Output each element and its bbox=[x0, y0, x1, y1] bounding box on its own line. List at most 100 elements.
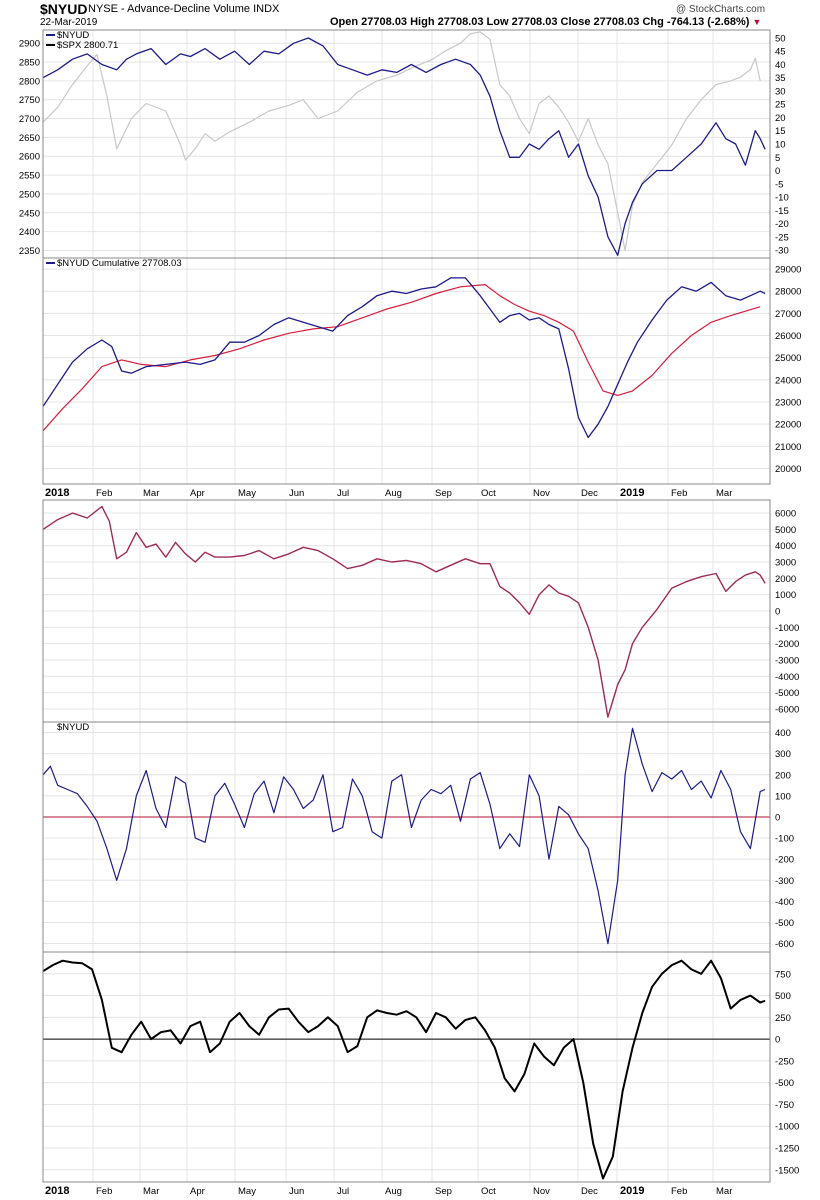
right-axis-tick-label: -200 bbox=[775, 855, 794, 866]
x-axis-month-label: Apr bbox=[190, 1186, 205, 1197]
right-axis-tick-label: 0 bbox=[775, 607, 780, 618]
right-axis-tick-label: 750 bbox=[775, 969, 791, 980]
left-axis-tick-label: 2850 bbox=[19, 58, 40, 69]
right-axis-tick-label: -600 bbox=[775, 939, 794, 950]
left-axis-tick-label: 2500 bbox=[19, 189, 40, 200]
x-axis-month-label: 2018 bbox=[45, 487, 69, 499]
spx-series-line bbox=[42, 31, 761, 252]
x-axis-month-label: Dec bbox=[581, 488, 598, 499]
right-axis-tick-label: 27000 bbox=[775, 309, 801, 320]
x-axis-month-label: Mar bbox=[716, 1186, 732, 1197]
x-axis-month-label: Nov bbox=[533, 488, 550, 499]
right-axis-tick-label: 26000 bbox=[775, 331, 801, 342]
x-axis-month-label: 2018 bbox=[45, 1185, 69, 1197]
nyud-series-line bbox=[42, 37, 766, 256]
right-axis-tick-label: 29000 bbox=[775, 265, 801, 276]
change-down-icon: ▼ bbox=[752, 17, 762, 27]
right-axis-tick-label: 0 bbox=[775, 812, 780, 823]
right-axis-tick-label: -300 bbox=[775, 876, 794, 887]
left-axis-tick-label: 2700 bbox=[19, 114, 40, 125]
x-axis-month-label: Aug bbox=[385, 1186, 402, 1197]
chart-date: 22-Mar-2019 bbox=[40, 17, 98, 28]
right-axis-tick-label: 40 bbox=[775, 60, 786, 71]
right-axis-tick-label: -5 bbox=[775, 179, 783, 190]
left-axis-tick-label: 2450 bbox=[19, 208, 40, 219]
oscillator-series-line bbox=[42, 959, 766, 1180]
right-axis-tick-label: 300 bbox=[775, 749, 791, 760]
left-axis-tick-label: 2350 bbox=[19, 246, 40, 257]
right-axis-tick-label: 28000 bbox=[775, 287, 801, 298]
right-axis-tick-label: -5000 bbox=[775, 688, 799, 699]
right-axis-tick-label: -1250 bbox=[775, 1144, 799, 1155]
right-axis-tick-label: 45 bbox=[775, 47, 786, 58]
x-axis-month-label: 2019 bbox=[620, 487, 644, 499]
right-axis-tick-label: 10 bbox=[775, 140, 786, 151]
right-axis-tick-label: 2000 bbox=[775, 574, 796, 585]
panel-1-legend-label: $SPX 2800.71 bbox=[57, 40, 118, 51]
right-axis-tick-label: 100 bbox=[775, 791, 791, 802]
cumulative-series-line bbox=[42, 277, 766, 439]
right-axis-tick-label: -3000 bbox=[775, 655, 799, 666]
x-axis-month-label: Mar bbox=[143, 488, 159, 499]
panel-4-legend-label: $NYUD bbox=[57, 722, 89, 733]
right-axis-tick-label: -500 bbox=[775, 918, 794, 929]
x-axis-month-label: May bbox=[238, 1186, 256, 1197]
x-axis-month-label: Sep bbox=[435, 1186, 452, 1197]
right-axis-tick-label: -10 bbox=[775, 193, 789, 204]
x-axis-month-label: Feb bbox=[671, 1186, 687, 1197]
right-axis-tick-label: 22000 bbox=[775, 420, 801, 431]
right-axis-tick-label: 0 bbox=[775, 1035, 780, 1046]
x-axis-month-label: Oct bbox=[481, 1186, 496, 1197]
left-axis-tick-label: 2800 bbox=[19, 76, 40, 87]
x-axis-month-label: Mar bbox=[716, 488, 732, 499]
left-axis-tick-label: 2600 bbox=[19, 152, 40, 163]
right-axis-tick-label: 500 bbox=[775, 991, 791, 1002]
right-axis-tick-label: 1000 bbox=[775, 590, 796, 601]
x-axis-month-label: Feb bbox=[671, 488, 687, 499]
x-axis-month-label: Feb bbox=[96, 1186, 112, 1197]
x-axis-month-label: Feb bbox=[96, 488, 112, 499]
x-axis-month-label: Jun bbox=[289, 1186, 304, 1197]
symbol-description: NYSE - Advance-Decline Volume INDX bbox=[88, 3, 280, 15]
x-axis-month-label: Jul bbox=[337, 1186, 349, 1197]
right-axis-tick-label: 250 bbox=[775, 1013, 791, 1024]
right-axis-tick-label: -100 bbox=[775, 834, 794, 845]
right-axis-tick-label: 20 bbox=[775, 113, 786, 124]
right-axis-tick-label: 200 bbox=[775, 770, 791, 781]
x-axis-month-label: May bbox=[238, 488, 256, 499]
right-axis-tick-label: 23000 bbox=[775, 398, 801, 409]
x-axis-month-label: Apr bbox=[190, 488, 205, 499]
right-axis-tick-label: 5000 bbox=[775, 525, 796, 536]
x-axis-month-label: Oct bbox=[481, 488, 496, 499]
right-axis-tick-label: 0 bbox=[775, 166, 780, 177]
right-axis-tick-label: -25 bbox=[775, 232, 789, 243]
right-axis-tick-label: 15 bbox=[775, 126, 786, 137]
right-axis-tick-label: 24000 bbox=[775, 375, 801, 386]
panel-1-frame bbox=[42, 29, 771, 259]
daily-nyud-series-line bbox=[42, 727, 766, 945]
left-axis-tick-label: 2400 bbox=[19, 227, 40, 238]
panel-3-series-line bbox=[42, 505, 766, 718]
panel-4-frame bbox=[42, 721, 771, 953]
left-axis-tick-label: 2900 bbox=[19, 39, 40, 50]
right-axis-tick-label: -2000 bbox=[775, 639, 799, 650]
brand-watermark: @ StockCharts.com bbox=[676, 4, 766, 15]
right-axis-tick-label: -750 bbox=[775, 1100, 794, 1111]
left-axis-tick-label: 2650 bbox=[19, 133, 40, 144]
right-axis-tick-label: 35 bbox=[775, 73, 786, 84]
left-axis-tick-label: 2550 bbox=[19, 171, 40, 182]
panel-2-frame bbox=[42, 257, 771, 485]
right-axis-tick-label: 4000 bbox=[775, 541, 796, 552]
right-axis-tick-label: -1000 bbox=[775, 1122, 799, 1133]
panel-5-frame bbox=[42, 951, 771, 1183]
symbol-title: $NYUD bbox=[40, 1, 88, 17]
moving-average-line bbox=[42, 284, 761, 432]
right-axis-tick-label: -6000 bbox=[775, 704, 799, 715]
right-axis-tick-label: 21000 bbox=[775, 442, 801, 453]
right-axis-tick-label: 25000 bbox=[775, 353, 801, 364]
right-axis-tick-label: -400 bbox=[775, 897, 794, 908]
right-axis-tick-label: 6000 bbox=[775, 509, 796, 520]
quote-values: Open 27708.03 High 27708.03 Low 27708.03… bbox=[330, 16, 750, 28]
right-axis-tick-label: 50 bbox=[775, 33, 786, 44]
